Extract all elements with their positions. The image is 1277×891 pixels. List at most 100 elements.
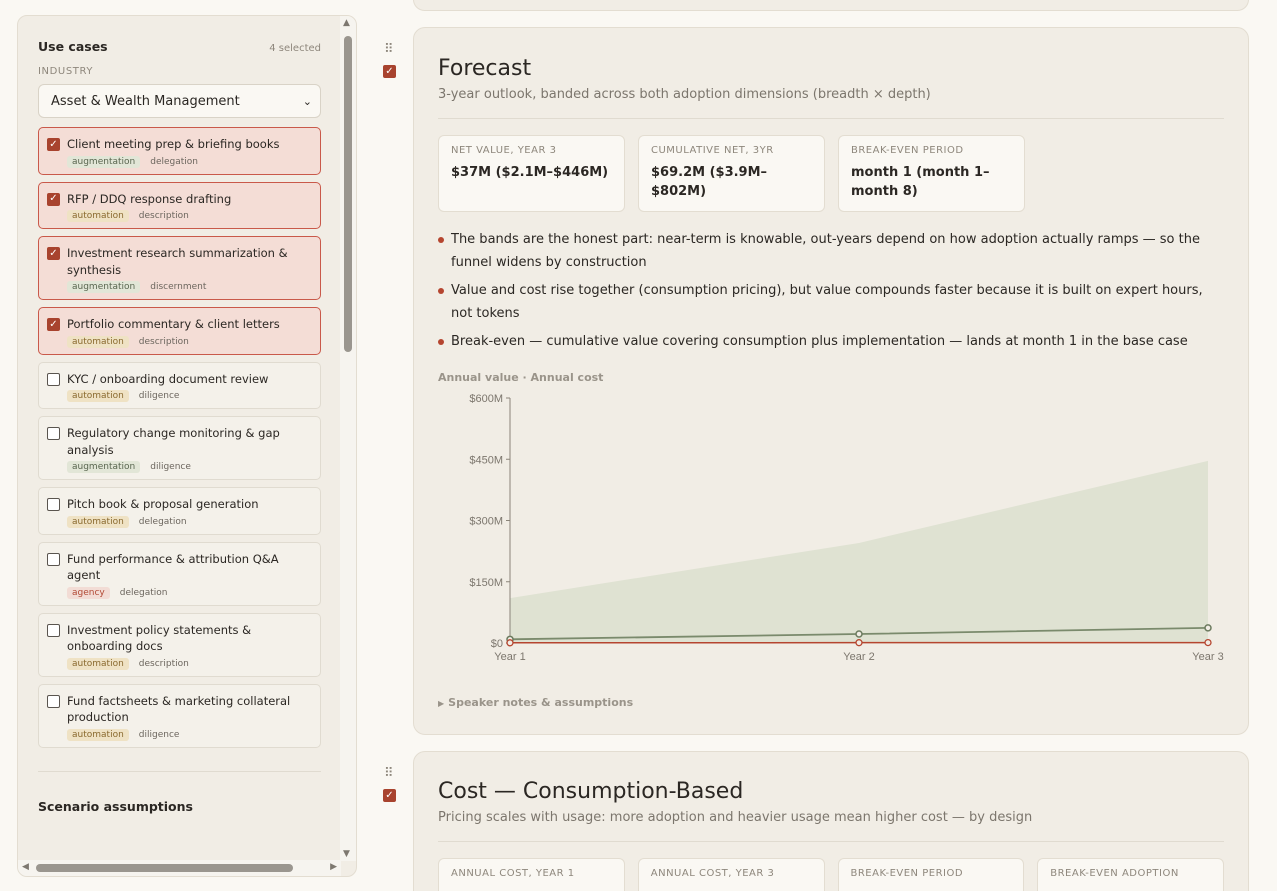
use-case-checkbox[interactable] [47,552,60,566]
value-point [1204,624,1212,632]
kpi-break-even-period: BREAK-EVEN PERIOD [837,858,1025,891]
tag-badge: augmentation [67,281,141,293]
use-case-name: Investment research summarization & synt… [67,246,288,277]
use-case-item[interactable]: Investment policy statements & onboardin… [38,612,321,677]
cost-include-checkbox[interactable]: ✓ [383,789,396,802]
tag-badge: agency [67,586,110,599]
use-case-checkbox[interactable]: ✓ [47,247,60,260]
kpi-label: CUMULATIVE NET, 3YR [651,145,774,156]
use-case-tags: agency delegation [67,586,312,599]
sidebar-content: Use cases 4 selected INDUSTRY Asset & We… [18,16,341,861]
cost-title: Cost — Consumption-Based [438,779,744,804]
use-case-item[interactable]: ✓ RFP / DDQ response drafting automation de… [38,181,321,229]
kpi-label: BREAK-EVEN PERIOD [850,868,964,879]
cost-point [855,639,863,647]
tag-badge: augmentation [67,155,141,168]
kpi-value: $37M ($2.1M–$446M) [451,165,609,180]
use-cases-header: Use cases 4 selected [38,39,321,54]
forecast-include-checkbox[interactable]: ✓ [383,65,396,78]
kpi-cumulative-net: CUMULATIVE NET, 3YR $69.2M ($3.9M–$802M) [638,135,825,212]
scrollbar-thumb[interactable] [36,864,293,872]
use-case-item[interactable]: Regulatory change monitoring & gap analy… [38,416,321,480]
use-case-checkbox[interactable] [47,372,60,386]
use-case-name: Fund factsheets & marketing collateral p… [67,693,291,725]
use-case-name: Pitch book & proposal generation [67,497,259,511]
scenario-assumptions-title: Scenario assumptions [38,798,193,814]
sidebar-divider [38,770,321,772]
tag-badge: automation [67,390,129,402]
scrollbar-thumb[interactable] [344,36,352,352]
scroll-right-icon[interactable]: ▶ [330,862,337,872]
forecast-chart: $0 $150M $300M $450M $600M Year 1 Year 2 Year 3 [469,393,1223,663]
scroll-up-icon[interactable]: ▲ [343,18,350,28]
use-case-item[interactable]: KYC / onboarding document review automati… [38,361,321,409]
use-case-tags: automation diligence [67,728,312,741]
use-case-name: Investment policy statements & onboardin… [67,622,252,654]
industry-select[interactable]: Asset & Wealth Management ⌄ [38,84,321,118]
tag-badge: delegation [138,516,187,527]
use-case-body: Regulatory change monitoring & gap analy… [67,425,312,473]
use-case-tags: automation description [67,210,312,222]
use-case-checkbox[interactable] [47,498,60,511]
cost-divider [438,841,1224,842]
use-cases-title: Use cases [38,39,108,54]
use-case-body: KYC / onboarding document review automati… [67,371,312,402]
speaker-notes-label: Speaker notes & assumptions [448,696,634,709]
cost-point [506,639,514,647]
use-case-item[interactable]: ✓ Investment research summarization & syn… [38,236,321,300]
use-case-checkbox[interactable] [47,694,60,708]
sidebar-horizontal-scrollbar[interactable]: ◀ ▶ [18,860,341,876]
use-case-tags: automation description [67,657,312,670]
use-case-name: KYC / onboarding document review [67,371,269,386]
forecast-kpis: NET VALUE, YEAR 3 $37M ($2.1M–$446M) CUM… [438,135,1224,212]
tag-badge: delegation [119,587,168,598]
use-case-name: RFP / DDQ response drafting [67,191,232,206]
cost-card: Cost — Consumption-Based Pricing scales … [413,751,1249,891]
use-case-checkbox[interactable]: ✓ [47,138,60,151]
use-case-body: Client meeting prep & briefing books augm… [67,136,312,168]
use-case-tags: augmentation discernment [67,281,312,293]
scroll-down-icon[interactable]: ▼ [343,849,350,859]
use-case-name: Portfolio commentary & client letters [67,317,280,331]
chart-title: Annual value · Annual cost [438,371,604,384]
use-case-checkbox[interactable] [47,427,60,440]
kpi-annual-cost-year3: ANNUAL COST, YEAR 3 [637,858,825,891]
tag-badge: discernment [150,282,207,292]
kpi-value: month 1 (month 1–month 8) [851,165,990,199]
tag-badge: automation [67,657,129,670]
tag-badge: description [138,336,189,347]
use-case-checkbox[interactable]: ✓ [47,192,60,206]
use-case-item[interactable]: Fund factsheets & marketing collateral p… [38,683,321,748]
tag-badge: diligence [138,391,180,401]
use-case-checkbox[interactable] [47,623,60,637]
tag-badge: augmentation [67,461,141,473]
bullet-item: Break-even — cumulative value covering c… [438,330,1224,353]
use-case-body: Investment policy statements & onboardin… [67,622,312,670]
tag-badge: description [138,211,189,221]
use-case-body: Fund factsheets & marketing collateral p… [67,693,312,741]
scroll-left-icon[interactable]: ◀ [22,862,29,872]
kpi-label: BREAK-EVEN PERIOD [851,145,964,156]
use-case-name: Client meeting prep & briefing books [67,137,280,151]
sidebar-vertical-scrollbar[interactable]: ▲ ▼ [340,16,356,861]
use-case-tags: augmentation delegation [67,155,312,168]
caret-right-icon: ▶ [438,699,445,708]
use-case-checkbox[interactable]: ✓ [47,318,60,331]
use-case-name: Fund performance & attribution Q&A agent [67,551,279,583]
drag-handle-icon[interactable]: ⠿ [384,42,393,57]
kpi-label: ANNUAL COST, YEAR 1 [451,868,575,879]
use-case-item[interactable]: Fund performance & attribution Q&A agent… [38,541,321,606]
tag-badge: automation [67,515,129,528]
use-case-name: Regulatory change monitoring & gap analy… [67,426,280,457]
kpi-break-even-adoption: BREAK-EVEN ADOPTION [1037,858,1224,891]
forecast-subtitle: 3-year outlook, banded across both adopt… [438,87,931,102]
speaker-notes-toggle[interactable]: ▶ Speaker notes & assumptions [438,696,633,709]
use-case-item[interactable]: ✓ Client meeting prep & briefing books aug… [38,127,321,175]
cost-point [1204,638,1212,647]
bullet-item: Value and cost rise together (consumptio… [438,279,1224,325]
use-case-item[interactable]: Pitch book & proposal generation automati… [38,487,321,535]
tag-badge: automation [67,728,129,741]
drag-handle-icon[interactable]: ⠿ [384,766,393,781]
selected-count: 4 selected [269,43,321,54]
use-case-item[interactable]: ✓ Portfolio commentary & client letters au… [38,307,321,355]
